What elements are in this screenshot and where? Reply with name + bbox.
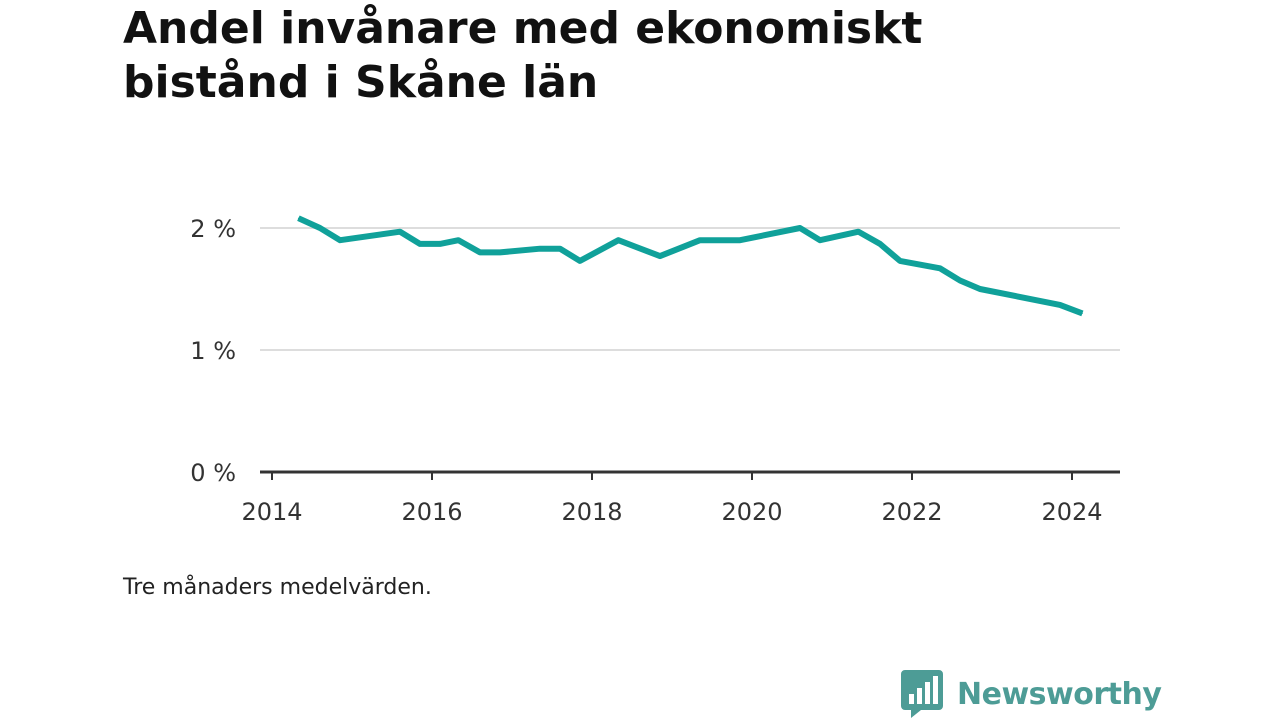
chart-note: Tre månaders medelvärden. [123,575,432,600]
data-point [879,243,881,245]
data-point [419,243,421,245]
x-tick-label: 2016 [401,498,462,526]
series-line [297,215,1084,317]
series-points [297,217,1083,314]
bar-chart-logo-icon [901,670,943,718]
x-tick-label: 2022 [881,498,942,526]
x-tick-label: 2014 [241,498,302,526]
data-point [819,239,821,241]
data-point [399,231,401,233]
data-point [297,217,299,219]
chart-title: Andel invånare med ekonomiskt bistånd i … [123,3,923,108]
data-point [899,260,901,262]
data-point [457,239,459,241]
data-point [939,267,941,269]
x-tick-label: 2018 [561,498,622,526]
data-point [439,243,441,245]
data-point [339,239,341,241]
data-point [617,239,619,241]
data-point [1059,304,1061,306]
x-axis-ticks: 2014 2016 2018 2020 2022 2024 [241,472,1103,526]
x-tick-label: 2024 [1041,498,1102,526]
data-point [979,288,981,290]
y-tick-label: 1 % [190,337,236,365]
data-point [857,231,859,233]
gridlines [260,227,1120,351]
data-point [319,227,321,229]
x-tick-label: 2020 [721,498,782,526]
data-point [479,251,481,253]
data-point [959,279,961,281]
data-point [739,239,741,241]
data-point [1081,312,1083,314]
data-point [539,248,541,250]
y-tick-label: 0 % [190,459,236,487]
y-axis-ticks: 0 % 1 % 2 % [190,215,236,487]
data-point [499,251,501,253]
data-point [579,260,581,262]
data-point [699,239,701,241]
data-point [559,248,561,250]
data-point [799,227,801,229]
newsworthy-logo[interactable]: Newsworthy [901,670,1162,718]
data-point [659,255,661,257]
y-tick-label: 2 % [190,215,236,243]
line-chart: 0 % 1 % 2 % 2014 2016 2018 2020 2022 2024 [190,215,1120,526]
brand-name: Newsworthy [957,676,1162,712]
